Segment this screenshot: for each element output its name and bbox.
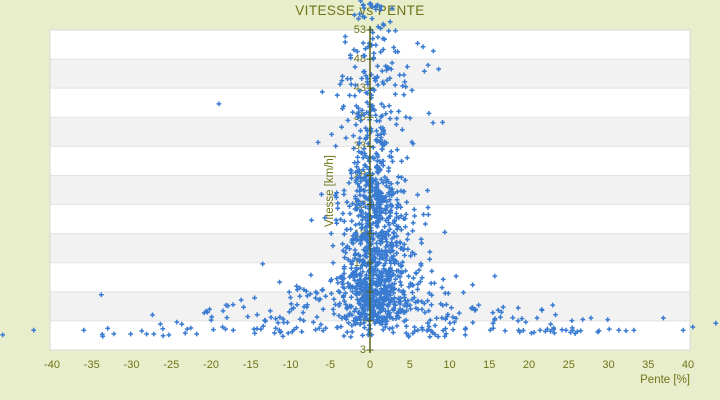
x-tick-label: -15 xyxy=(242,359,259,371)
y-axis-title: Vitesse [km/h] xyxy=(324,155,336,228)
x-tick-label: 0 xyxy=(366,359,374,371)
x-tick-label: 30 xyxy=(602,359,615,371)
y-axis-bottom-edge-label: 3 xyxy=(359,344,366,356)
x-tick-label: 10 xyxy=(443,359,456,371)
x-tick-label: -40 xyxy=(44,359,60,371)
y-tick-label: 13 xyxy=(353,256,366,269)
y-tick-label: 23 xyxy=(353,198,366,211)
x-tick-label: 35 xyxy=(642,359,655,371)
y-tick-label: 3 xyxy=(359,314,366,327)
x-tick-label: 20 xyxy=(522,359,536,371)
y-tick-label: 8 xyxy=(359,285,366,298)
x-tick-label: -25 xyxy=(163,359,180,371)
x-axis-title: Pente [%] xyxy=(640,374,690,386)
x-tick-label: -10 xyxy=(282,359,299,371)
x-tick-label: 25 xyxy=(562,359,575,371)
x-tick-label: -20 xyxy=(203,359,219,371)
x-tick-label: 5 xyxy=(406,359,413,371)
y-tick-label: 33 xyxy=(353,140,366,153)
y-tick-label: 28 xyxy=(353,169,366,182)
y-tick-label: 38 xyxy=(353,111,366,124)
y-tick-label: 43 xyxy=(353,82,366,95)
x-tick-label: -5 xyxy=(325,359,336,371)
y-tick-label: 18 xyxy=(353,227,366,240)
x-tick-label: 40 xyxy=(681,359,695,371)
y-tick-label: 48 xyxy=(353,53,366,66)
x-tick-label: 15 xyxy=(483,359,496,371)
chart-title: VITESSE vs PENTE xyxy=(295,3,425,18)
x-tick-label: -35 xyxy=(83,359,100,371)
y-tick-label: 53 xyxy=(353,24,366,36)
x-tick-label: -30 xyxy=(123,359,140,371)
